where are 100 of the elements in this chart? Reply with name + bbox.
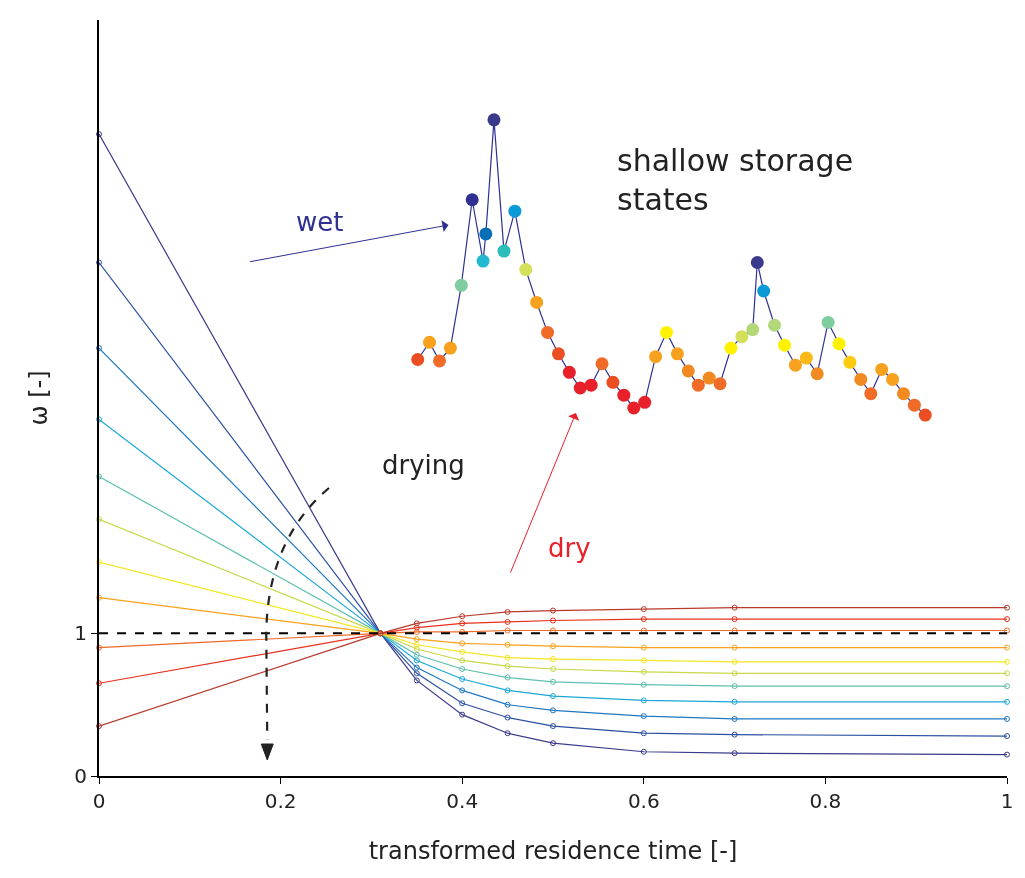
point <box>1004 698 1010 705</box>
point <box>731 750 738 757</box>
point <box>854 372 868 386</box>
point <box>681 364 695 378</box>
point <box>96 416 102 423</box>
point <box>550 656 556 663</box>
annotation: shallow storage states <box>617 143 854 217</box>
point <box>504 701 511 708</box>
line-series <box>96 131 1010 758</box>
line-series <box>96 345 1010 722</box>
point <box>1004 683 1010 690</box>
point <box>459 657 466 664</box>
point <box>731 715 738 722</box>
point <box>504 627 511 634</box>
point <box>459 648 466 655</box>
point <box>413 677 420 684</box>
point <box>459 676 466 682</box>
point <box>731 658 738 665</box>
point <box>1004 604 1010 611</box>
point <box>413 636 420 643</box>
x-tick-label: 0.4 <box>446 789 479 813</box>
point <box>702 371 716 385</box>
point <box>638 395 652 409</box>
point <box>413 664 420 671</box>
point <box>504 663 511 670</box>
line-series <box>96 516 1010 677</box>
point <box>413 624 420 631</box>
point <box>584 378 598 392</box>
point <box>1004 658 1010 665</box>
point <box>550 607 556 614</box>
point <box>413 657 420 664</box>
point <box>640 668 647 675</box>
line-series <box>96 416 1010 705</box>
point <box>731 627 738 634</box>
point <box>1004 715 1010 722</box>
point <box>550 643 556 650</box>
point <box>832 337 846 351</box>
line-series <box>96 259 1010 740</box>
point <box>821 315 835 329</box>
point <box>640 644 647 651</box>
point <box>550 707 556 714</box>
point <box>735 330 749 344</box>
point <box>459 666 466 673</box>
point <box>504 641 511 648</box>
point <box>550 740 556 747</box>
point <box>1004 751 1010 758</box>
point <box>411 352 425 366</box>
point <box>731 683 738 690</box>
point <box>413 628 420 635</box>
point <box>96 259 102 266</box>
point <box>617 388 631 402</box>
point <box>443 341 457 355</box>
point <box>550 617 556 624</box>
point <box>465 193 479 207</box>
point <box>413 651 420 658</box>
point <box>640 616 647 623</box>
point <box>731 616 738 623</box>
point <box>504 687 511 694</box>
point <box>640 657 647 664</box>
x-tick-label: 0 <box>92 789 106 813</box>
point <box>504 654 511 661</box>
point <box>897 387 910 401</box>
line-series <box>96 616 1010 687</box>
point <box>459 640 466 647</box>
point <box>660 325 673 339</box>
point <box>788 358 802 372</box>
point <box>413 620 420 627</box>
point <box>1004 670 1010 677</box>
point <box>640 606 647 613</box>
point <box>550 723 556 730</box>
point <box>731 731 738 738</box>
point <box>550 666 556 673</box>
point <box>778 338 792 352</box>
point <box>799 351 813 365</box>
point <box>1004 733 1010 740</box>
point <box>479 227 493 241</box>
point <box>562 365 576 379</box>
point <box>1004 644 1010 651</box>
point <box>423 335 437 349</box>
x-axis-title: transformed residence time [-] <box>368 836 738 865</box>
point <box>476 254 490 268</box>
point <box>843 355 857 369</box>
x-tick-label: 0.8 <box>809 789 842 813</box>
point <box>504 608 511 615</box>
point <box>640 713 647 720</box>
point <box>413 670 420 677</box>
line-series <box>96 604 1010 730</box>
point <box>886 372 900 386</box>
point <box>1004 616 1010 623</box>
y-axis-title: ω [-] <box>24 370 53 426</box>
point <box>731 604 738 611</box>
point <box>96 594 102 601</box>
point <box>551 347 565 361</box>
point <box>413 646 420 653</box>
point <box>768 318 782 332</box>
point <box>459 613 466 620</box>
point <box>413 641 420 648</box>
point <box>640 627 647 634</box>
line-series <box>96 594 1010 651</box>
point <box>1004 627 1010 634</box>
